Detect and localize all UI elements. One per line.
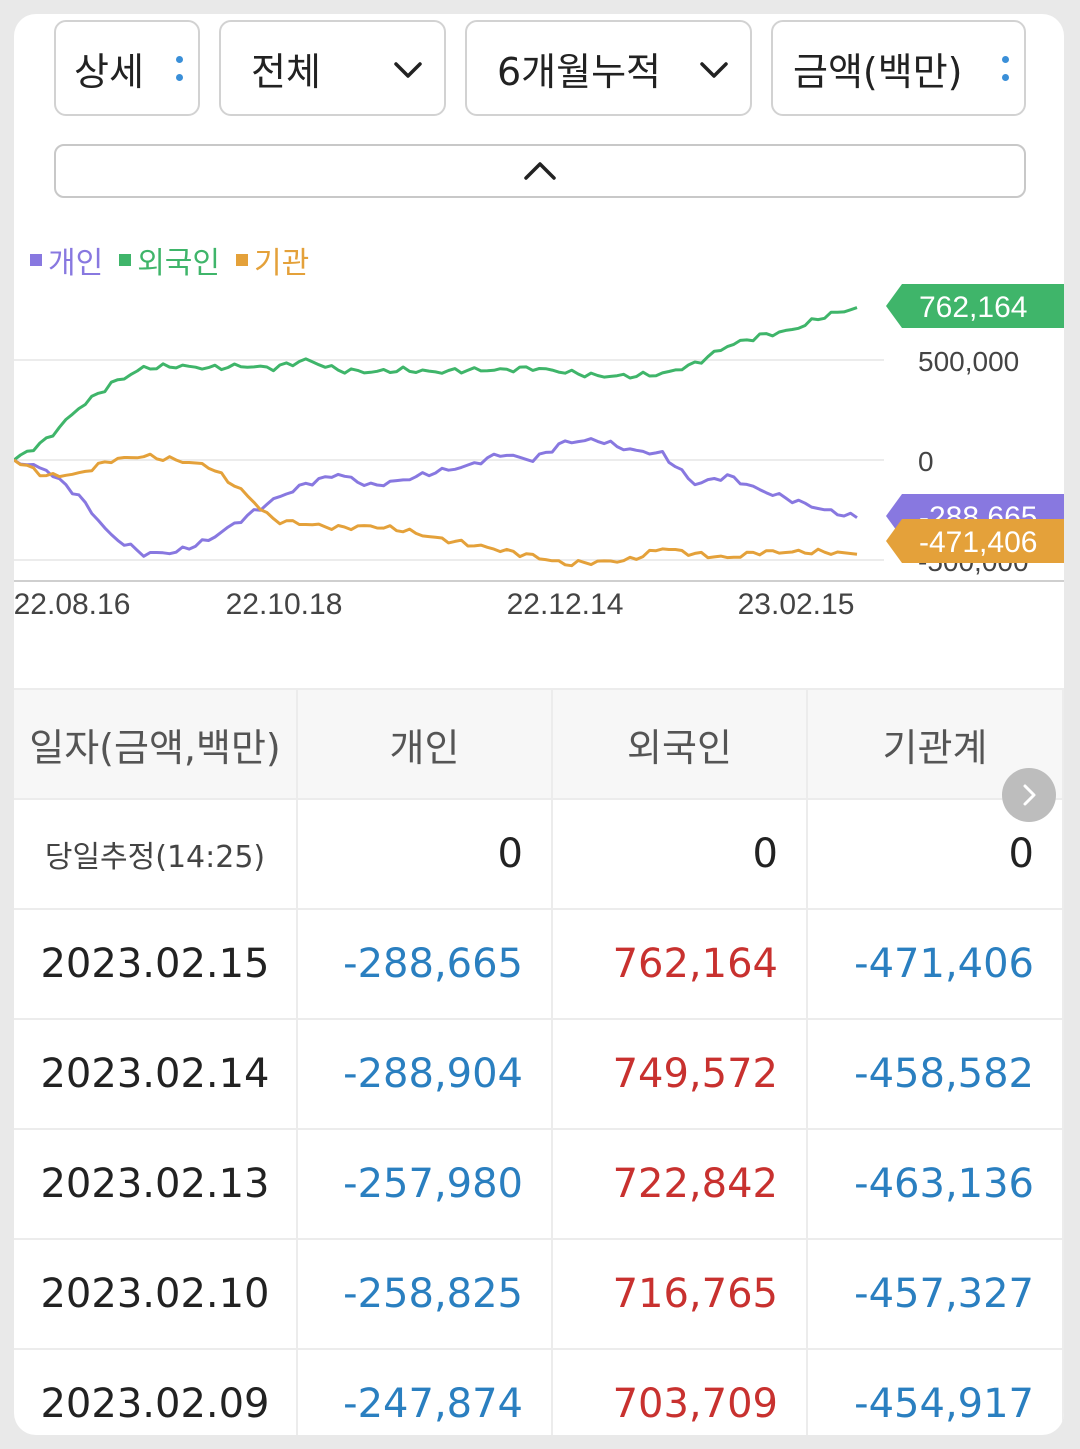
cell-date: 2023.02.10 [14, 1240, 298, 1348]
cell-individual: -288,665 [298, 910, 553, 1018]
chart-legend: 개인 외국인 기관 [30, 238, 309, 282]
table-row: 2023.02.15 -288,665 762,164 -471,406 [14, 908, 1064, 1018]
y-tick-label-0: 0 [918, 446, 934, 477]
table-row: 당일추정(14:25) 0 0 0 [14, 798, 1064, 908]
investor-trend-card: 상세 전체 6개월누적 금액(백만) 개인 외국인 기관 500,0000-50… [14, 14, 1064, 1435]
cell-individual: 0 [298, 800, 553, 908]
detail-label: 상세 [74, 49, 144, 94]
legend-label: 개인 [48, 246, 104, 281]
cell-foreign: 0 [553, 800, 808, 908]
series-line-1 [14, 306, 858, 462]
legend-swatch [30, 254, 42, 266]
end-value-badge [886, 519, 1064, 563]
scope-select[interactable]: 전체 [219, 20, 446, 116]
scope-label: 전체 [251, 49, 321, 94]
chevron-down-icon [394, 62, 422, 78]
cell-date: 2023.02.13 [14, 1130, 298, 1238]
legend-item-foreign: 외국인 [119, 238, 220, 282]
cell-date: 당일추정(14:25) [14, 800, 298, 908]
table-row: 2023.02.14 -288,904 749,572 -458,582 [14, 1018, 1064, 1128]
cell-date: 2023.02.14 [14, 1020, 298, 1128]
more-dots-icon [176, 56, 184, 84]
cell-foreign: 749,572 [553, 1020, 808, 1128]
legend-label: 외국인 [137, 246, 221, 281]
table-row: 2023.02.13 -257,980 722,842 -463,136 [14, 1128, 1064, 1238]
cell-individual: -257,980 [298, 1130, 553, 1238]
legend-label: 기관 [254, 246, 310, 281]
header-date: 일자(금액,백만) [14, 690, 298, 798]
series-line-3 [14, 452, 858, 568]
cell-institution: -457,327 [808, 1240, 1064, 1348]
series-line-2 [14, 437, 858, 558]
end-value-label: -471,406 [919, 526, 1037, 559]
cell-institution: -454,917 [808, 1350, 1064, 1435]
more-dots-icon [1002, 56, 1010, 84]
x-tick-label: 23.02.15 [738, 588, 855, 621]
table-header: 일자(금액,백만) 개인 외국인 기관계 [14, 688, 1064, 798]
cell-individual: -258,825 [298, 1240, 553, 1348]
cell-foreign: 716,765 [553, 1240, 808, 1348]
cell-institution: -463,136 [808, 1130, 1064, 1238]
chevron-right-icon [1023, 784, 1036, 806]
investor-line-chart: 500,0000-500,000762,164-288,665-471,4062… [14, 284, 1064, 621]
header-individual: 개인 [298, 690, 553, 798]
y-tick-label-500000: 500,000 [918, 346, 1019, 377]
table-row: 2023.02.09 -247,874 703,709 -454,917 [14, 1348, 1064, 1435]
period-select[interactable]: 6개월누적 [465, 20, 752, 116]
x-tick-label: 22.12.14 [507, 588, 624, 621]
chevron-up-icon [524, 162, 556, 180]
legend-item-individual: 개인 [30, 238, 103, 282]
header-institution: 기관계 [808, 690, 1064, 798]
legend-swatch [236, 254, 249, 266]
cell-date: 2023.02.09 [14, 1350, 298, 1435]
legend-item-institution: 기관 [236, 238, 309, 282]
investor-table: 일자(금액,백만) 개인 외국인 기관계 당일추정(14:25) 0 0 0 2… [14, 688, 1064, 1435]
unit-button[interactable]: 금액(백만) [771, 20, 1026, 116]
end-value-badge [886, 284, 1064, 328]
cell-foreign: 703,709 [553, 1350, 808, 1435]
collapse-button[interactable] [54, 144, 1026, 198]
detail-button[interactable]: 상세 [54, 20, 200, 116]
unit-label: 금액(백만) [793, 49, 963, 94]
x-tick-label: 22.08.16 [14, 588, 130, 621]
x-tick-label: 22.10.18 [226, 588, 343, 621]
end-value-label: 762,164 [919, 291, 1027, 324]
cell-institution: 0 [808, 800, 1064, 908]
header-foreign: 외국인 [553, 690, 808, 798]
cell-individual: -288,904 [298, 1020, 553, 1128]
cell-institution: -458,582 [808, 1020, 1064, 1128]
period-label: 6개월누적 [497, 49, 662, 94]
cell-foreign: 722,842 [553, 1130, 808, 1238]
legend-swatch [119, 254, 132, 266]
table-row: 2023.02.10 -258,825 716,765 -457,327 [14, 1238, 1064, 1348]
cell-individual: -247,874 [298, 1350, 553, 1435]
scroll-right-button[interactable] [1002, 768, 1056, 822]
chevron-down-icon [700, 62, 728, 78]
cell-date: 2023.02.15 [14, 910, 298, 1018]
cell-institution: -471,406 [808, 910, 1064, 1018]
cell-foreign: 762,164 [553, 910, 808, 1018]
